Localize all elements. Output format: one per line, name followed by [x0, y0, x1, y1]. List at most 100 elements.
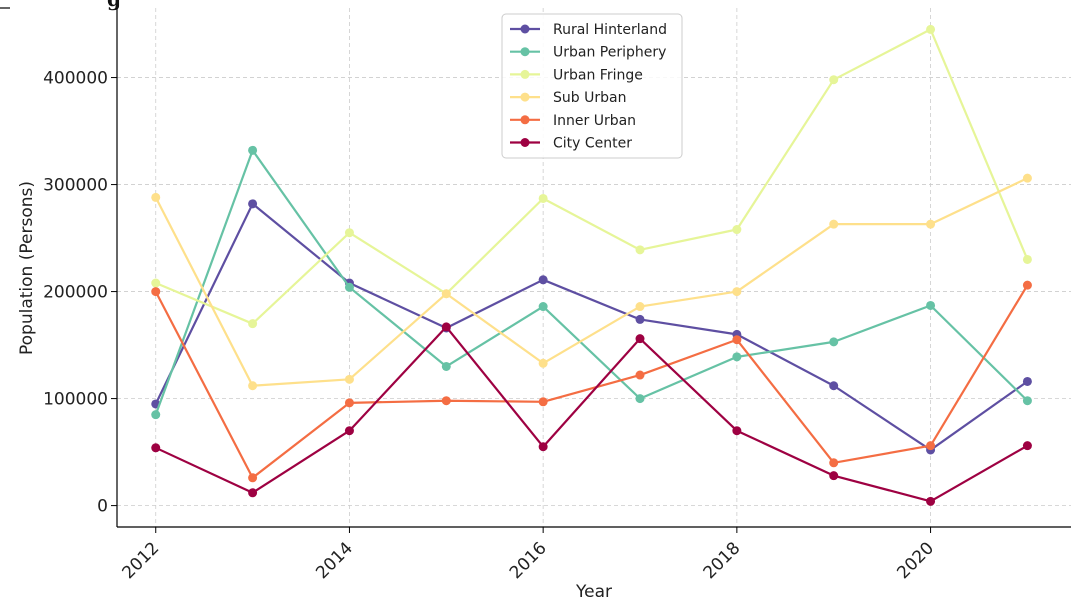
legend-label: Rural Hinterland: [553, 22, 667, 38]
data-point: [538, 397, 548, 407]
series-sub-urban: [151, 173, 1032, 391]
data-point: [441, 396, 451, 406]
legend-label: Urban Periphery: [553, 45, 666, 61]
data-point: [441, 361, 451, 371]
data-point: [538, 442, 548, 452]
legend-swatch-marker: [520, 24, 530, 34]
chart-title: g: [107, 0, 121, 11]
data-point: [926, 496, 936, 506]
y-tick-label: 100000: [43, 390, 108, 410]
x-tick-label: 2016: [506, 538, 551, 583]
y-tick-label: 0: [97, 497, 108, 517]
axes: [0, 7, 1071, 528]
data-point: [344, 282, 354, 292]
x-axis-title: Year: [575, 582, 612, 599]
data-point: [829, 219, 839, 229]
series-group: [151, 24, 1032, 506]
legend-label: Urban Fringe: [553, 67, 643, 83]
series-rural-hinterland: [151, 199, 1032, 455]
x-tick-label: 2014: [312, 538, 357, 583]
data-point: [829, 471, 839, 481]
legend-item: City Center: [510, 136, 632, 152]
data-point: [926, 300, 936, 310]
data-point: [829, 75, 839, 85]
data-point: [926, 219, 936, 229]
y-ticks: 0 100000 200000 300000 400000: [43, 69, 117, 517]
data-point: [151, 410, 161, 420]
series-line: [154, 177, 1028, 387]
data-point: [732, 225, 742, 235]
y-tick-label: 300000: [43, 176, 108, 196]
legend-item: Urban Fringe: [510, 67, 643, 83]
data-point: [151, 287, 161, 297]
data-point: [635, 334, 645, 344]
legend-label: Sub Urban: [553, 90, 626, 106]
data-point: [151, 278, 161, 288]
series-line: [155, 28, 1029, 325]
data-point: [151, 192, 161, 202]
data-point: [926, 441, 936, 451]
x-ticks: 2012 2014 2016 2018 2020: [119, 527, 938, 583]
data-point: [829, 381, 839, 391]
y-tick-label: 400000: [43, 69, 108, 89]
legend: Rural Hinterland Urban Periphery Urban Fri…: [501, 13, 683, 159]
data-point: [344, 398, 354, 408]
data-point: [248, 199, 258, 209]
x-tick-label: 2020: [893, 538, 938, 583]
data-point: [1022, 441, 1032, 451]
legend-swatch-marker: [520, 115, 530, 125]
data-point: [538, 275, 548, 285]
data-point: [1022, 280, 1032, 290]
legend-frame: [501, 13, 683, 159]
data-point: [1022, 376, 1032, 386]
data-point: [344, 228, 354, 238]
data-point: [732, 352, 742, 362]
data-point: [635, 302, 645, 312]
data-point: [538, 358, 548, 368]
y-axis-title: Population (Persons): [17, 181, 37, 355]
data-point: [732, 287, 742, 297]
data-point: [441, 322, 451, 332]
data-point: [829, 337, 839, 347]
data-point: [538, 302, 548, 312]
series-line: [155, 325, 1028, 503]
data-point: [926, 24, 936, 34]
data-point: [344, 374, 354, 384]
data-point: [732, 426, 742, 436]
legend-item: Sub Urban: [510, 90, 626, 106]
data-point: [248, 145, 258, 155]
legend-item: Urban Periphery: [510, 45, 666, 61]
data-point: [538, 193, 548, 203]
legend-swatch-marker: [520, 92, 530, 102]
legend-swatch-marker: [520, 69, 530, 79]
series-inner-urban: [151, 280, 1032, 483]
data-point: [635, 314, 645, 324]
data-point: [344, 426, 354, 436]
legend-swatch-marker: [520, 138, 530, 147]
x-tick-label: 2018: [700, 538, 745, 583]
data-point: [1022, 396, 1032, 406]
data-point: [248, 381, 258, 391]
data-point: [635, 245, 645, 255]
data-point: [248, 473, 258, 483]
data-point: [1022, 173, 1032, 183]
series-line: [154, 149, 1029, 416]
data-point: [635, 370, 645, 380]
legend-item: Rural Hinterland: [510, 22, 667, 38]
data-point: [732, 335, 742, 345]
y-tick-label: 200000: [43, 283, 108, 303]
legend-swatch-marker: [520, 47, 530, 57]
series-city-center: [151, 322, 1032, 506]
series-line: [154, 284, 1029, 479]
data-point: [248, 319, 258, 329]
data-point: [635, 394, 645, 404]
series-urban-periphery: [151, 145, 1032, 420]
series-line: [154, 202, 1029, 452]
legend-label: City Center: [553, 136, 632, 152]
data-point: [1022, 254, 1032, 264]
legend-label: Inner Urban: [553, 113, 636, 129]
x-tick-label: 2012: [119, 538, 164, 583]
legend-item: Inner Urban: [510, 113, 636, 129]
data-point: [151, 443, 161, 453]
